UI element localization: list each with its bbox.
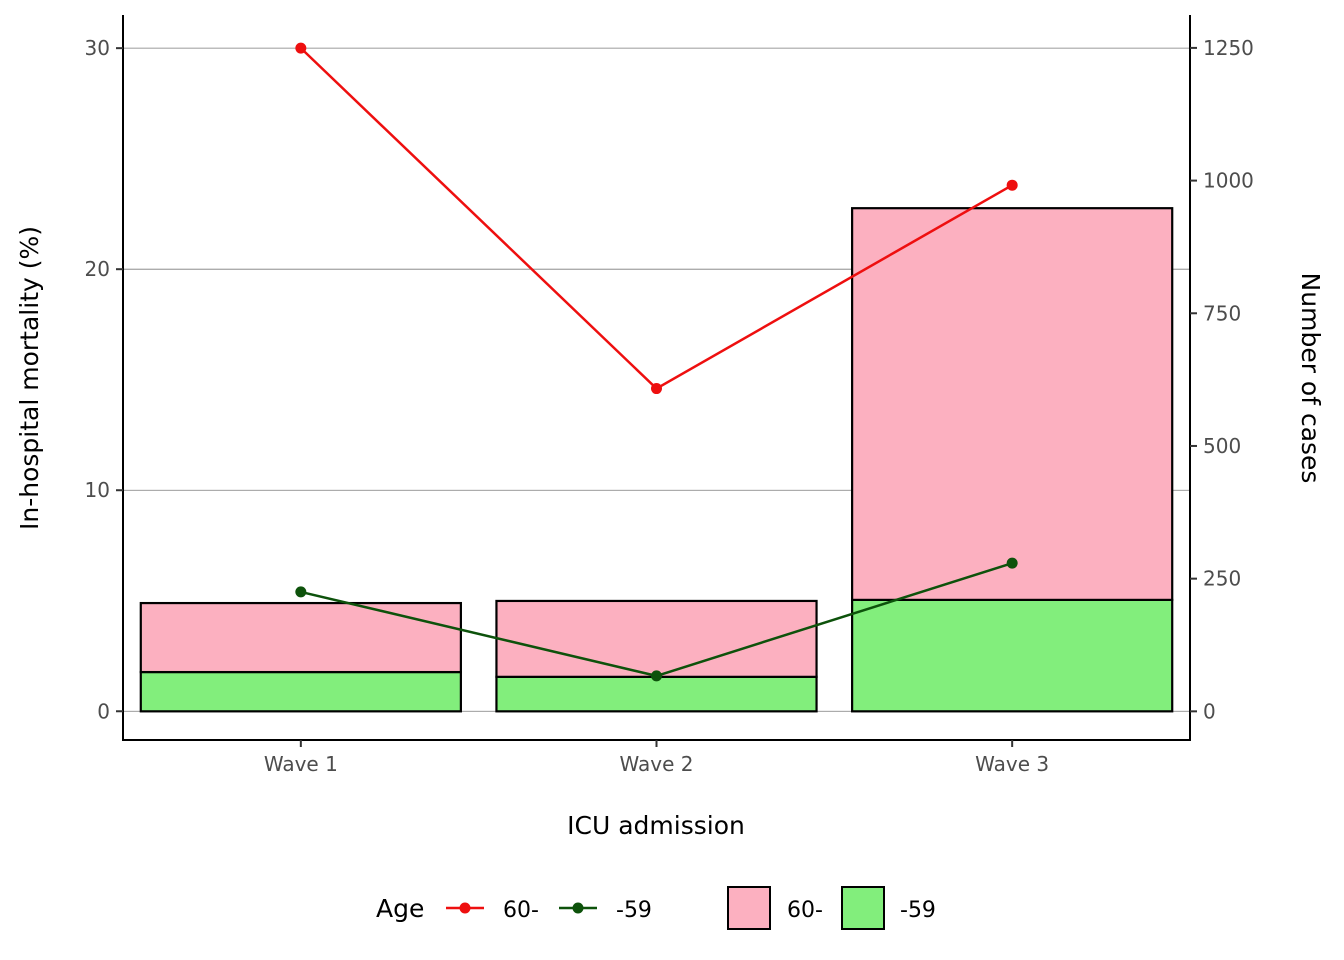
legend-fill-label-59: -59 [900,898,936,923]
point-60-wave-1 [295,42,307,54]
y-axis-left-title: In-hospital mortality (%) [15,226,44,530]
point-59-wave-3 [1006,557,1018,569]
legend-fill-60-swatch [727,886,771,930]
x-tick-label: Wave 3 [975,752,1049,776]
legend-point-59-swatch [572,902,584,914]
y-left-tick-label: 20 [85,257,110,281]
legend-line-label-60: 60- [503,898,539,923]
bar-59-wave-2 [495,675,818,713]
point-59-wave-1 [295,586,307,598]
bar-60-wave-1 [139,601,462,674]
y-right-tick-label: 1250 [1203,36,1254,60]
x-tick-label: Wave 2 [620,752,694,776]
tick-labels: 0 10 20 30 0 250 500 750 1000 1250 Wave 1 Wave 2 Wav… [85,36,1254,776]
bar-60-wave-2 [495,599,818,678]
y-axis-right-title: Number of cases [1296,273,1325,484]
y-left-tick-label: 10 [85,478,110,502]
legend-point-60-swatch [459,902,471,914]
point-59-wave-2 [651,670,662,682]
legend-title: Age [376,894,424,923]
bar-59-wave-3 [851,598,1174,713]
y-right-tick-label: 0 [1203,699,1216,723]
y-right-tick-label: 250 [1203,567,1241,591]
legend-fill-label-60: 60- [787,898,823,923]
y-right-tick-label: 1000 [1203,169,1254,193]
y-right-tick-label: 500 [1203,434,1241,458]
bars [139,207,1174,713]
bar-60-wave-3 [851,207,1174,601]
x-tick-label: Wave 1 [264,752,338,776]
y-right-tick-label: 750 [1203,301,1241,325]
point-60-wave-3 [1006,179,1018,191]
point-60-wave-2 [651,383,662,395]
bar-59-wave-1 [139,670,462,713]
legend-line-label-59: -59 [616,898,652,923]
y-left-tick-label: 0 [97,699,110,723]
line-series [295,42,1018,682]
legend-fill-59-swatch [841,886,885,930]
x-axis-title: ICU admission [567,811,745,840]
y-left-tick-label: 30 [85,36,110,60]
legend: Age 60- -59 60- -59 [376,886,936,930]
